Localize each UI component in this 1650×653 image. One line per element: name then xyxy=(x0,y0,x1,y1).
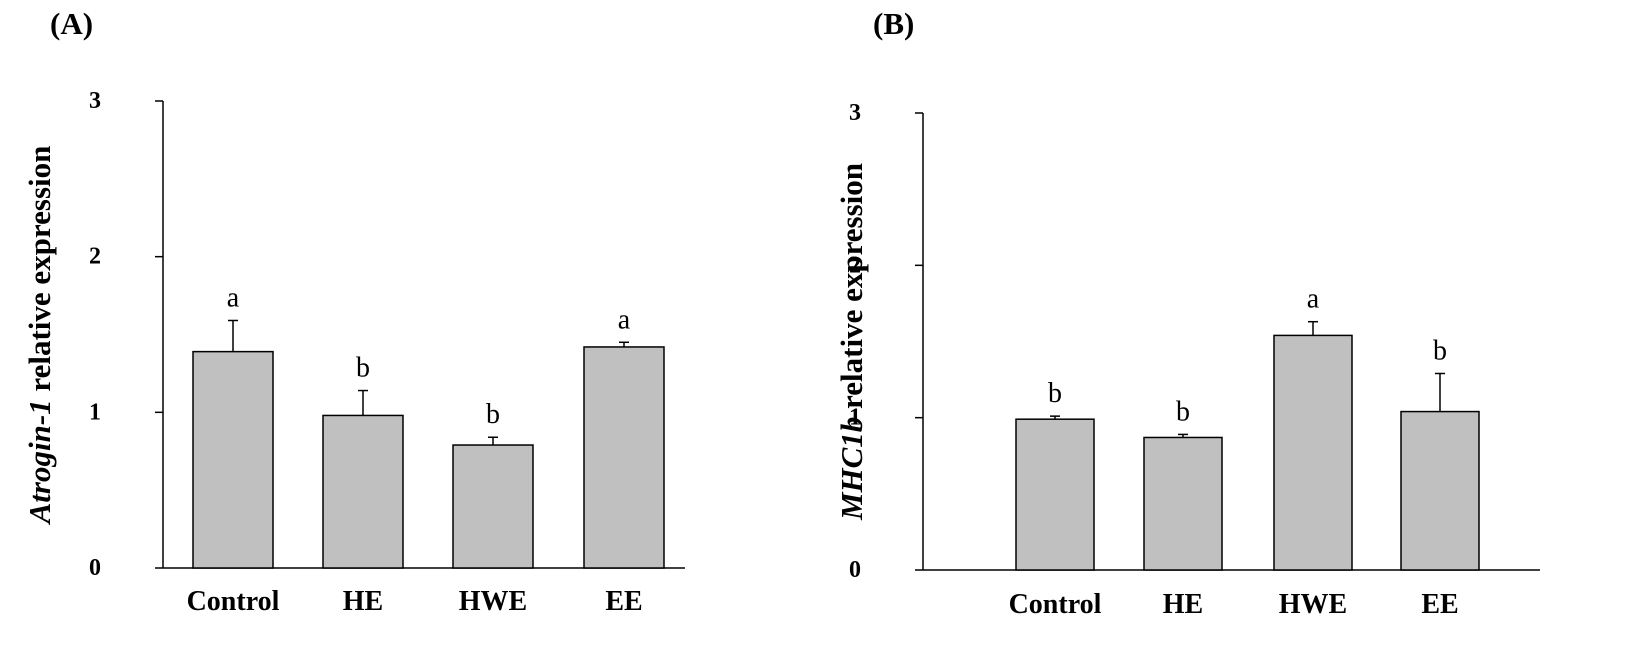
bar xyxy=(192,350,274,569)
y-tick-label: 1 xyxy=(89,399,101,425)
category-label: Control xyxy=(1009,589,1102,620)
y-axis-label: MHC1b relative expression xyxy=(834,163,869,521)
bar xyxy=(1273,334,1353,571)
y-axis-label-gene: Atrogin-1 xyxy=(22,399,57,525)
y-tick-label: 2 xyxy=(89,244,101,270)
significance-label: b xyxy=(486,399,500,430)
category-label: EE xyxy=(605,586,642,617)
category-label: Control xyxy=(187,586,280,617)
y-axis-label: Atrogin-1 relative expression xyxy=(22,146,57,526)
y-axis-label-gene: MHC1b xyxy=(834,417,869,521)
y-tick-label: 0 xyxy=(849,557,861,583)
y-tick-label: 0 xyxy=(89,555,101,581)
bar xyxy=(583,346,665,569)
category-label: HWE xyxy=(1279,589,1347,620)
significance-label: b xyxy=(1433,335,1447,366)
y-tick-label: 3 xyxy=(89,88,101,114)
category-label: HE xyxy=(343,586,383,617)
category-label: EE xyxy=(1421,589,1458,620)
significance-label: a xyxy=(618,304,631,335)
category-label: HWE xyxy=(459,586,527,617)
bar xyxy=(1400,410,1480,571)
bar xyxy=(322,414,404,569)
significance-label: a xyxy=(227,282,240,313)
y-axis-label-text: relative expression xyxy=(834,163,869,417)
y-axis-label-text: relative expression xyxy=(22,146,57,400)
bar xyxy=(452,444,534,569)
panel-a: (A) Atrogin-1 relative expression 0 1 2 3 a Con… xyxy=(22,6,685,617)
bar xyxy=(1015,418,1095,571)
significance-label: a xyxy=(1307,284,1320,315)
panel-label: (B) xyxy=(873,6,914,41)
bar xyxy=(1143,436,1223,571)
significance-label: b xyxy=(1048,378,1062,409)
y-tick-label: 1 xyxy=(849,405,861,431)
y-tick-label: 3 xyxy=(849,100,861,126)
panel-label: (A) xyxy=(50,6,93,41)
panel-b: (B) MHC1b relative expression 0 1 2 3 b Control… xyxy=(834,6,1540,620)
y-tick-label: 2 xyxy=(849,252,861,278)
significance-label: b xyxy=(356,353,370,384)
category-label: HE xyxy=(1163,589,1203,620)
significance-label: b xyxy=(1176,396,1190,427)
